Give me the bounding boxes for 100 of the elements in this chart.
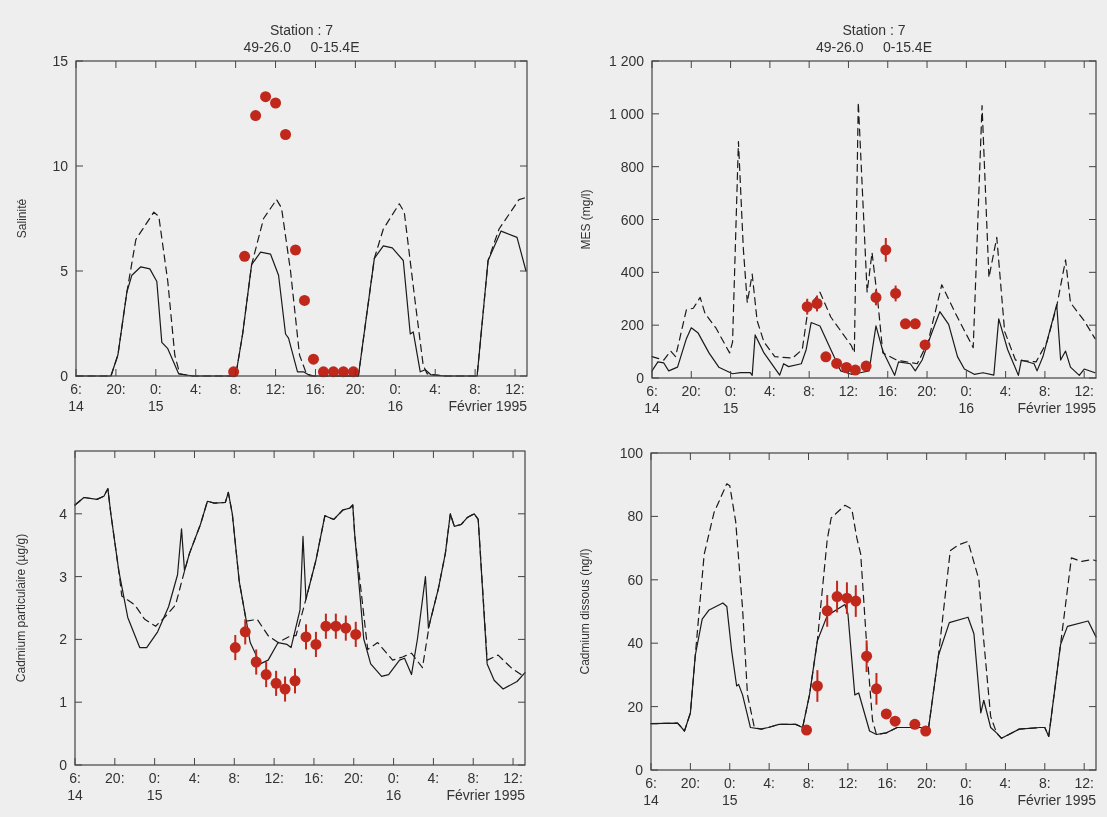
x-tick-label: 12: (1074, 383, 1094, 399)
point (880, 708, 892, 720)
x-tick-label: 20: (345, 381, 366, 397)
point (880, 244, 892, 256)
y-tick-label: 20 (627, 698, 644, 715)
x-tick-label: 12: (838, 383, 859, 399)
x-tick-label: 0: 16 (385, 770, 402, 803)
x-tick-label: 12: (264, 770, 284, 786)
x-tick-label: 12: (838, 775, 858, 791)
x-tick-label: 8: (803, 383, 816, 399)
x-tick-label: 8: (469, 381, 481, 397)
point (280, 129, 292, 140)
x-tick-label: 8: (802, 775, 815, 791)
y-tick-label: 3 (59, 568, 68, 585)
point (290, 244, 302, 256)
y-axis-title: Cadmium dissous (ng/l) (578, 548, 592, 675)
y-tick-label: 15 (52, 53, 69, 69)
point (250, 656, 262, 668)
point (330, 620, 342, 632)
point (320, 620, 332, 632)
point (831, 591, 843, 603)
y-tick-label: 10 (52, 158, 69, 174)
x-tick-label: 20: (916, 775, 937, 791)
x-tick-label: 16: (877, 775, 898, 791)
x-tick-label: 4: (429, 381, 442, 397)
y-tick-label: 5 (60, 263, 69, 279)
point (811, 298, 823, 310)
x-tick-label: 20: (681, 383, 702, 399)
y-tick-label: 0 (59, 757, 68, 773)
x-axis-title: Février 1995 (448, 398, 528, 414)
point (899, 318, 911, 330)
point (229, 642, 241, 654)
y-tick-label: 200 (620, 317, 645, 334)
x-axis-title: Février 1995 (446, 787, 526, 803)
x-tick-label: 0: 16 (958, 383, 975, 416)
x-tick-label: 6: 14 (643, 775, 659, 808)
y-tick-label: 0 (635, 762, 644, 778)
x-tick-label: 0: 15 (722, 383, 739, 416)
x-tick-label: 0: 15 (146, 770, 163, 803)
point (909, 318, 921, 330)
x-tick-label: 8: (1039, 383, 1051, 399)
point (889, 715, 901, 727)
point (289, 675, 301, 687)
chart-title: Station : 7 (842, 22, 906, 38)
y-tick-label: 100 (619, 445, 644, 461)
point (821, 605, 833, 617)
x-tick-label: 4: (427, 770, 440, 786)
y-tick-label: 1 (59, 694, 68, 711)
y-tick-label: 800 (620, 158, 645, 175)
y-tick-label: 40 (627, 635, 644, 652)
point (860, 360, 872, 372)
x-tick-label: 4: (188, 770, 201, 786)
point (307, 353, 319, 365)
point (239, 250, 251, 262)
x-tick-label: 6: 14 (67, 770, 83, 803)
chart-subtitle: 49-26.0 0-15.4E (243, 39, 360, 55)
x-tick-label: 20: (105, 770, 125, 786)
point (841, 592, 853, 604)
y-tick-label: 80 (627, 508, 644, 525)
point (340, 622, 352, 634)
point (890, 287, 902, 299)
point (831, 357, 843, 369)
x-tick-label: 12: (265, 381, 286, 397)
x-tick-label: 16: (304, 770, 324, 786)
point (310, 638, 322, 650)
x-tick-label: 20: (680, 775, 701, 791)
x-axis-title: Février 1995 (1017, 792, 1097, 808)
y-tick-label: 1 000 (608, 105, 645, 122)
chart-title: Station : 7 (269, 22, 334, 38)
x-tick-label: 0: 16 (387, 381, 404, 414)
x-tick-label: 4: (999, 775, 1012, 791)
x-tick-label: 20: (917, 383, 937, 399)
point (250, 110, 262, 122)
x-tick-label: 6: 14 (68, 381, 84, 414)
x-tick-label: 12: (503, 770, 523, 786)
point (919, 339, 931, 351)
y-tick-label: 400 (620, 264, 645, 281)
point (260, 91, 272, 103)
point (279, 683, 291, 695)
point (849, 364, 861, 376)
x-tick-label: 16: (305, 381, 326, 397)
x-tick-label: 20: (106, 381, 126, 397)
x-tick-label: 4: (189, 381, 202, 397)
x-tick-label: 0: 15 (721, 775, 738, 808)
point (811, 680, 823, 692)
chart-subtitle: 49-26.0 0-15.4E (816, 39, 932, 55)
point (801, 724, 813, 736)
x-tick-label: 4: (999, 383, 1012, 399)
point (260, 669, 272, 681)
y-axis-title: Cadmium particulaire (µg/g) (14, 533, 28, 683)
x-tick-label: 0: 16 (958, 775, 975, 808)
x-tick-label: 16: (878, 383, 898, 399)
point (920, 725, 932, 737)
point (350, 628, 362, 640)
x-tick-label: 6: 14 (644, 383, 660, 416)
point (270, 97, 282, 109)
point (841, 361, 852, 373)
x-tick-label: 4: (763, 775, 775, 791)
x-tick-label: 4: (764, 383, 776, 399)
point (870, 291, 882, 303)
